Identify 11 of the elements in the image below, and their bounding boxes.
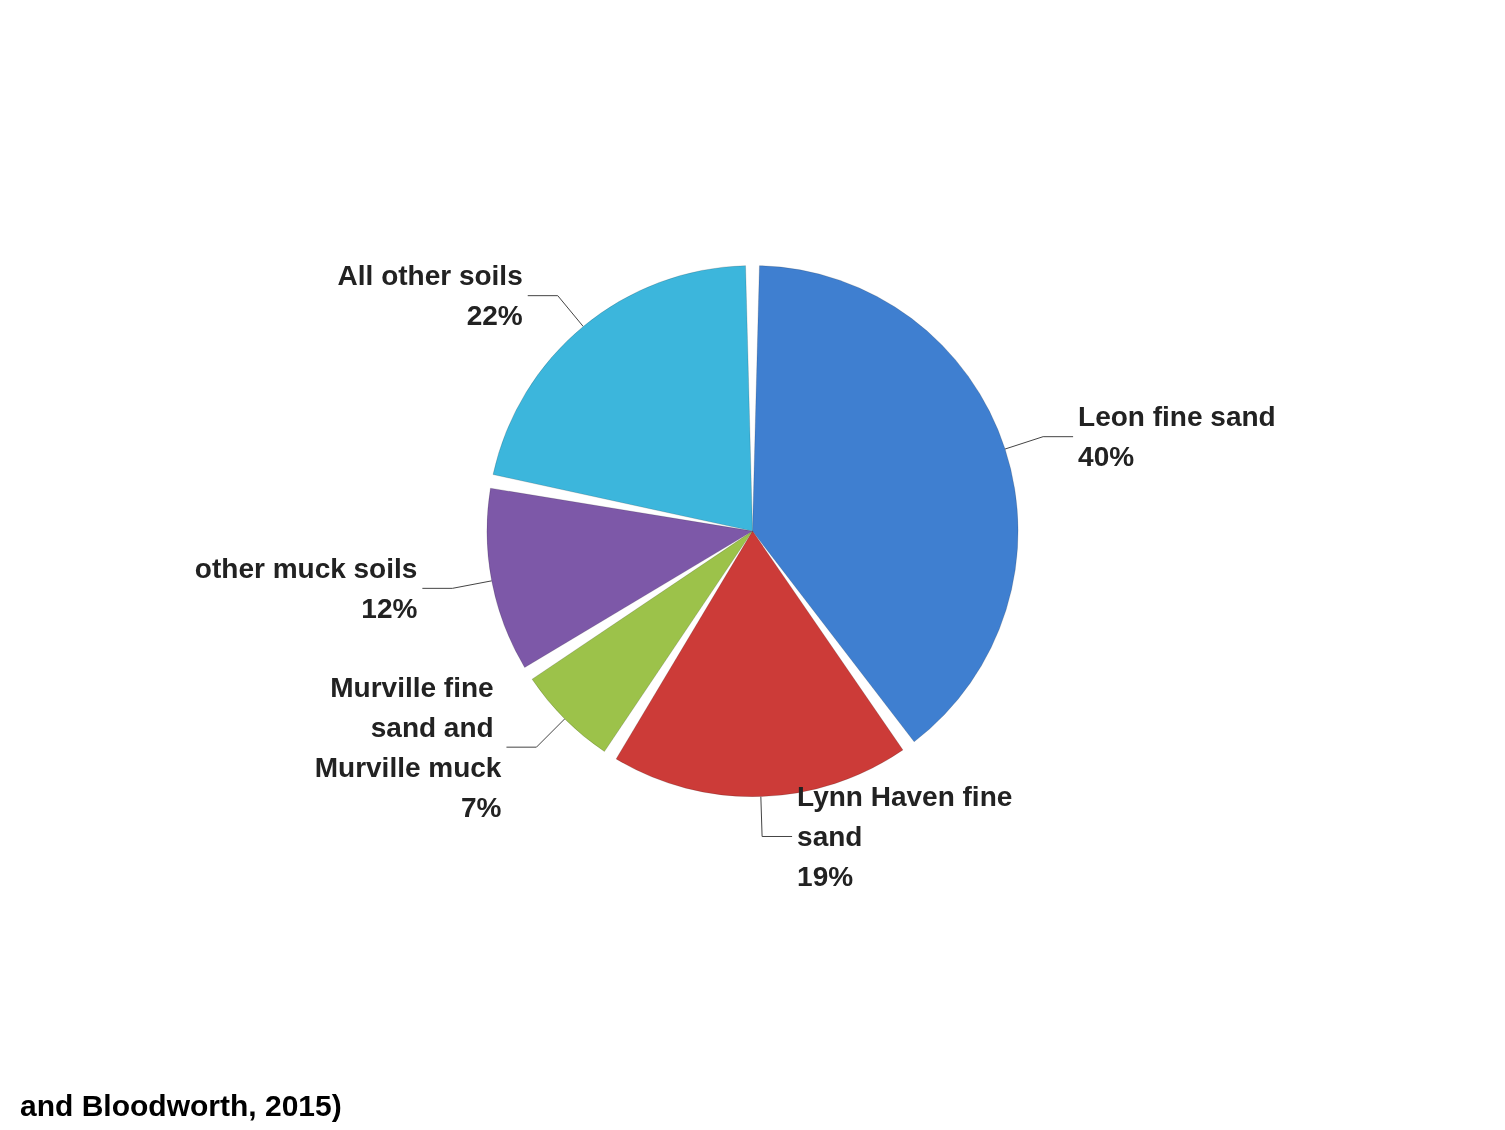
slice-label: Lynn Haven fine sand — [797, 781, 1021, 852]
slice-label: Leon fine sand — [1078, 401, 1276, 433]
data-label: 40% — [1078, 441, 1135, 473]
data-label: 7% — [460, 791, 502, 823]
data-label: 19% — [797, 861, 854, 892]
text: and Bloodworth, 2015) — [20, 1088, 342, 1122]
slice-label: other muck soils — [194, 552, 418, 584]
slice-label: All other soils — [337, 260, 523, 292]
slice-label: Murville fine sand and Murville muck — [314, 671, 502, 783]
data-label: 22% — [466, 300, 523, 332]
data-label: 12% — [361, 592, 418, 624]
